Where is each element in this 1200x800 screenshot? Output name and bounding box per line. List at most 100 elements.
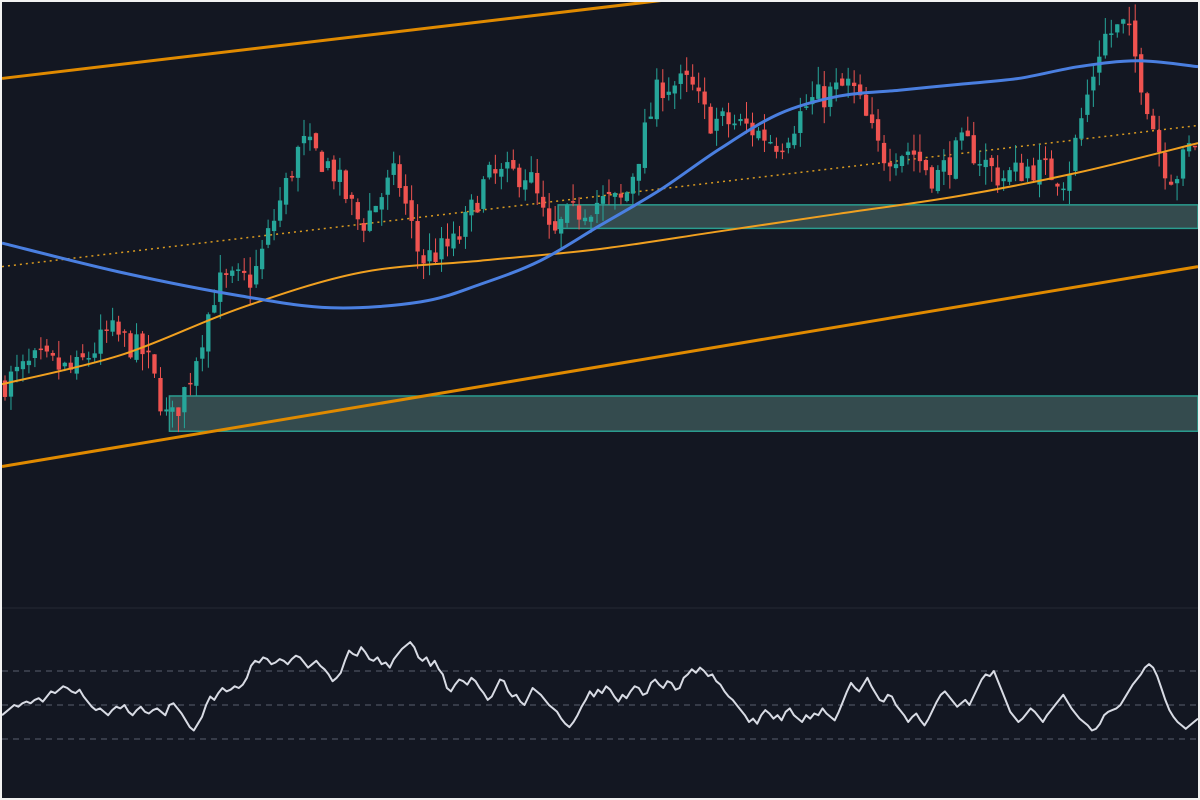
candle-body (295, 146, 301, 178)
candle-body (1079, 118, 1084, 139)
candle-body (911, 150, 917, 155)
candle-body (881, 142, 887, 164)
candle-body (1121, 19, 1126, 24)
candle-body (564, 204, 570, 223)
support-resistance-zone-2 (168, 395, 1199, 432)
candle-body (851, 82, 857, 87)
candle-body (277, 200, 283, 221)
oscillator-pane (1, 641, 1199, 740)
candle-body (8, 371, 14, 397)
candle-body (355, 202, 360, 220)
candle-body (582, 217, 588, 222)
candle-body (505, 162, 510, 169)
candle-body (38, 348, 44, 351)
candle-body (170, 407, 175, 412)
candle-body (989, 157, 994, 167)
candle-body (56, 357, 61, 370)
candle-body (236, 269, 241, 271)
candle-body (1085, 94, 1090, 115)
candle-body (427, 250, 432, 262)
channel-middle-line (1, 124, 1199, 268)
moving-average-slow-line (1, 59, 1199, 310)
candle-body (32, 350, 38, 359)
candle-body (409, 200, 414, 221)
candle-body (1019, 162, 1024, 182)
candle-body (923, 159, 929, 171)
candle-body (947, 157, 952, 176)
channel-lower-line (1, 265, 1199, 468)
candle-body (182, 387, 187, 413)
candle-body (606, 191, 612, 194)
candle-body (798, 111, 803, 133)
candle-body (714, 118, 719, 131)
candle-body (929, 167, 935, 189)
candle-body (385, 177, 390, 195)
candle-body (26, 360, 32, 366)
candle-body (654, 79, 659, 120)
candle-body (1156, 130, 1162, 153)
candle-body (224, 273, 229, 275)
candle-body (570, 201, 576, 203)
candle-body (140, 333, 145, 355)
candle-body (666, 91, 671, 95)
candle-body (349, 194, 354, 199)
candle-body (248, 274, 253, 288)
candle-body (905, 151, 911, 155)
candle-body (110, 320, 115, 332)
candle-body (678, 73, 683, 84)
candle-body (391, 163, 396, 175)
oscillator-line (1, 641, 1199, 732)
candle-body (283, 178, 289, 205)
candle-body (941, 160, 947, 172)
candle-body (74, 356, 79, 374)
candle-body (558, 218, 564, 234)
candle-body (523, 180, 528, 190)
candle-body (331, 159, 337, 182)
candle-body (158, 377, 163, 412)
candle-body (971, 135, 976, 164)
candle-body (630, 176, 636, 194)
candle-body (134, 334, 139, 360)
candle-body (44, 345, 50, 352)
candle-body (307, 136, 313, 141)
candle-body (977, 164, 982, 166)
candle-body (612, 193, 618, 197)
candle-body (104, 329, 109, 331)
candle-body (780, 150, 785, 153)
candle-body (313, 133, 319, 149)
candle-body (1013, 162, 1018, 172)
candles (2, 4, 1198, 433)
candle-body (242, 270, 247, 273)
candle-body (762, 129, 767, 141)
candle-body (439, 238, 444, 260)
candle-body (122, 331, 127, 333)
candle-body (511, 160, 516, 169)
candle-body (98, 329, 103, 354)
candle-body (212, 305, 217, 313)
candle-body (265, 228, 271, 245)
candle-body (636, 163, 642, 181)
candle-body (995, 167, 1000, 186)
candle-body (953, 140, 958, 179)
candle-body (116, 321, 121, 335)
candle-body (361, 223, 366, 231)
candle-body (834, 82, 839, 90)
candle-body (1001, 178, 1006, 182)
candle-body (708, 106, 713, 134)
candle-body (822, 86, 827, 108)
candle-body (319, 151, 325, 172)
candle-body (445, 238, 450, 247)
candle-body (397, 164, 402, 189)
candle-body (1186, 143, 1192, 152)
candle-body (301, 135, 307, 144)
candle-body (899, 156, 905, 166)
candle-body (271, 220, 277, 232)
candle-body (68, 362, 73, 370)
candle-body (642, 122, 648, 168)
candle-body (337, 169, 343, 182)
candle-body (421, 255, 426, 264)
candle-body (1127, 23, 1132, 26)
candle-body (200, 347, 205, 359)
candle-body (379, 197, 384, 210)
